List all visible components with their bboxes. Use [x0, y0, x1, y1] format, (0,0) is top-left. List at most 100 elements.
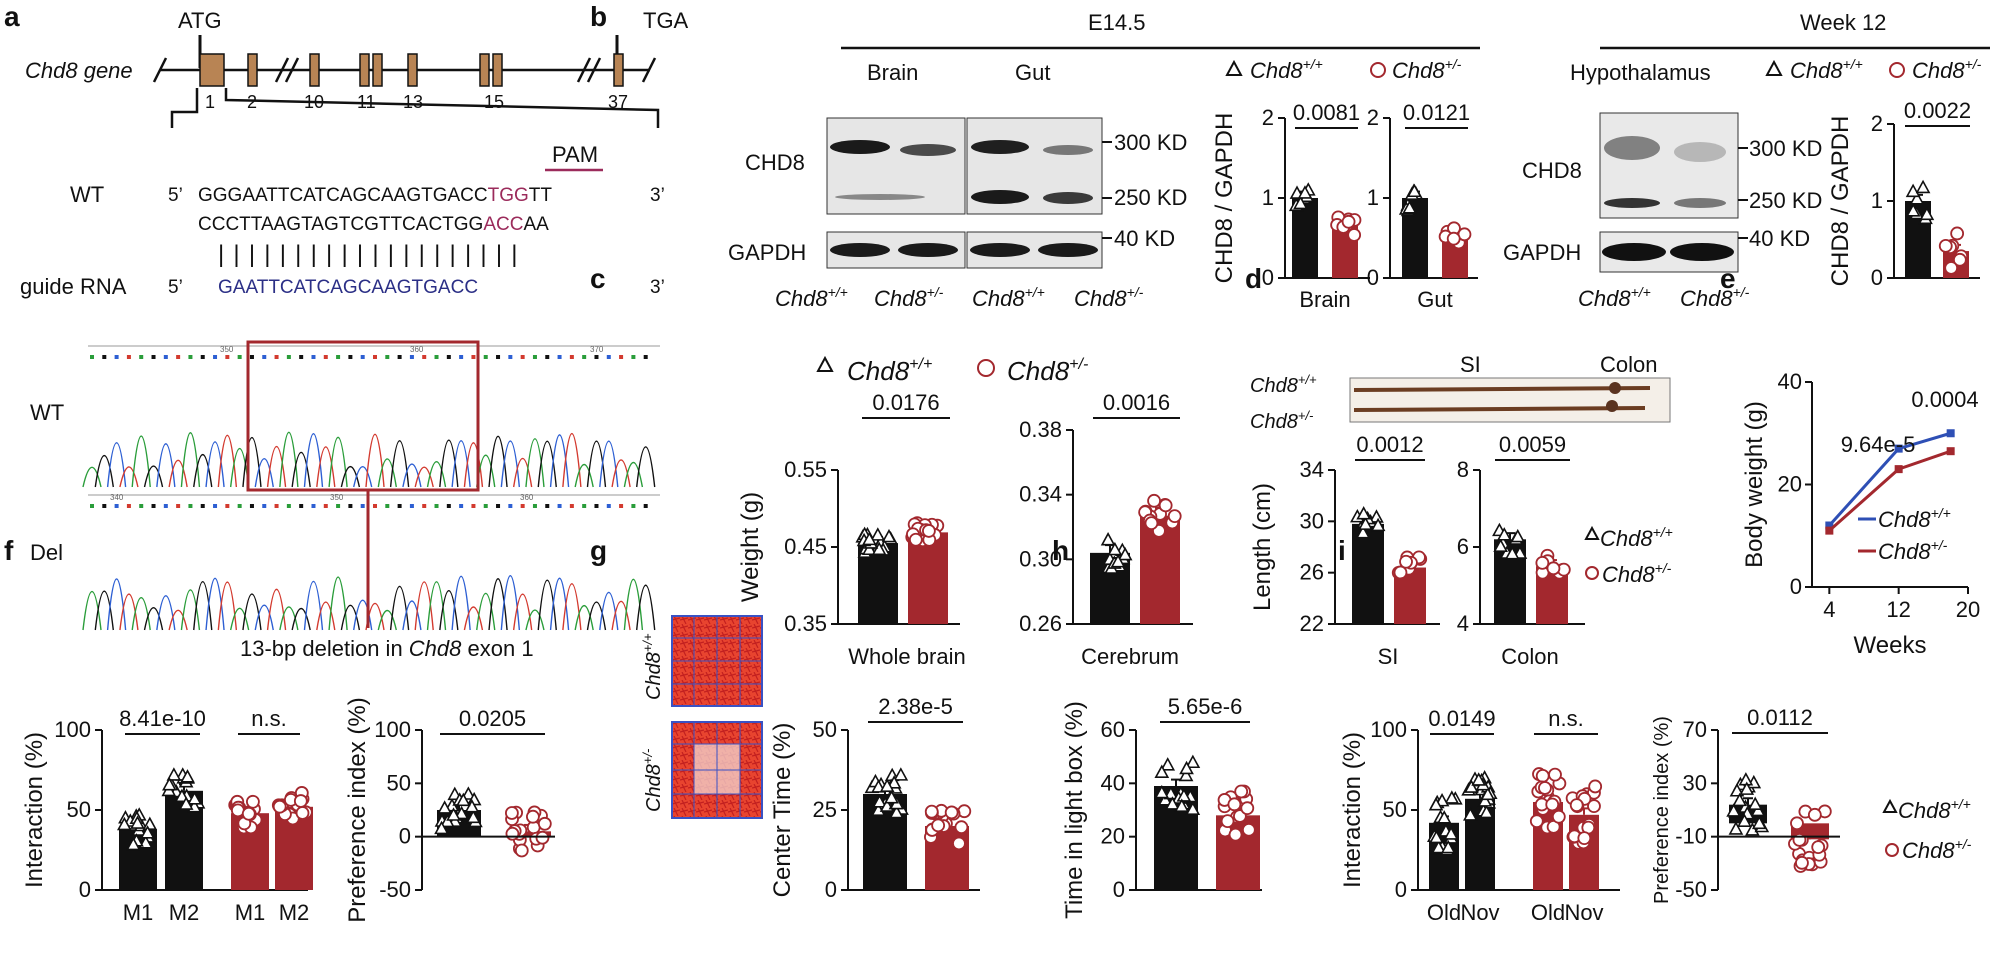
trace-peak: [636, 446, 656, 488]
exon-13: [407, 53, 418, 87]
gene-break: [284, 57, 300, 83]
y-tick-label: 30: [1683, 770, 1707, 795]
category-label: Gut: [1417, 287, 1452, 312]
base-call: [373, 504, 377, 508]
legend-circle: [1885, 843, 1899, 857]
base-call: [163, 355, 168, 359]
trace-peak: [353, 465, 373, 488]
legend-circle: [977, 359, 995, 377]
y-axis-label: Interaction (%): [1339, 732, 1366, 888]
chart-c_brain: 0.55 0.45 0.35 Weight (g) Whole brain 0.0176: [737, 390, 966, 669]
base-call: [126, 355, 131, 359]
trace-peak: [156, 595, 176, 631]
base-call: [422, 504, 427, 508]
trace-peak: [291, 608, 311, 631]
p-value: 0.0016: [1103, 390, 1170, 415]
base-call: [262, 355, 267, 359]
base-call: [496, 355, 501, 359]
category-label: Colon: [1501, 644, 1558, 669]
trace-peak: [193, 580, 213, 631]
y-tick-label: 0: [79, 877, 91, 902]
chrom-pos: 340: [110, 493, 124, 502]
data-point: [1477, 793, 1493, 807]
base-call: [323, 355, 328, 359]
chart-c_cerebrum: 0.38 0.34 0.30 0.26 Cerebrum 0.0016: [1019, 390, 1193, 669]
base-call: [496, 504, 501, 508]
y-axis-label: Time in light box (%): [1061, 701, 1088, 919]
y-axis-label: Length (cm): [1249, 483, 1276, 611]
blot-brain-label: Brain: [867, 60, 918, 85]
legend-wt: Chd8+/+: [1878, 505, 1951, 532]
trace-peak: [82, 466, 102, 488]
trace-peak: [266, 446, 287, 488]
blot-hypothalamus-label: Hypothalamus: [1570, 60, 1711, 85]
data-point: [1144, 516, 1159, 531]
trace-peak: [229, 607, 250, 631]
trace-peak: [599, 440, 619, 488]
legend-i: Chd8+/+ Chd8+/-: [1882, 796, 1972, 863]
chart-b_brain: 0 1 2 CHD8 / GAPDH Brain 0.0081: [1211, 100, 1370, 312]
base-call: [200, 504, 205, 508]
trace-peak: [279, 606, 299, 631]
trace-peak: [389, 585, 410, 631]
data-point: [1436, 810, 1452, 824]
gene-break: [274, 57, 290, 83]
data-point: [125, 836, 141, 851]
y-tick-label: 2: [1262, 105, 1274, 130]
data-point: [1807, 807, 1822, 822]
base-call: [200, 355, 205, 359]
data-point: [241, 806, 256, 821]
data-point: [272, 799, 287, 814]
data-point: [1551, 809, 1566, 824]
p-value: 0.0112: [1747, 705, 1813, 730]
y-tick-label: 100: [374, 717, 411, 742]
gene-break: [586, 57, 602, 83]
trace-peak: [94, 454, 114, 488]
data-point: [1946, 429, 1955, 438]
trace-peak: [414, 466, 434, 488]
category-label: Old: [1531, 900, 1565, 925]
data-point: [1728, 821, 1744, 835]
data-point: [886, 775, 902, 789]
y-tick-label: 22: [1300, 611, 1324, 636]
legend-het: Chd8+/-: [1902, 836, 1972, 863]
trace-peak: [291, 451, 311, 488]
data-point: [1480, 786, 1496, 801]
guide-seq: GAATTCATCAGCAAGTGACC: [218, 277, 478, 298]
data-point: [1938, 238, 1953, 253]
data-point: [889, 804, 904, 819]
legend-c: Chd8+/+ Chd8+/-: [816, 355, 1088, 386]
data-point: [1107, 541, 1123, 556]
lane-label: Chd8+/+: [1578, 284, 1651, 311]
p-value: 0.0059: [1499, 432, 1566, 457]
base-call: [90, 355, 94, 359]
blot-band: [835, 194, 925, 200]
data-point: [1588, 779, 1603, 794]
base-call: [348, 504, 353, 508]
trace-peak: [168, 609, 188, 631]
data-point: [1747, 796, 1763, 811]
chart-e_weight: 40 20 04 12 20 Body weight (g) Weeks 9.64e-5 0.0…: [1741, 369, 1980, 659]
intestine-wt: [1353, 386, 1651, 392]
base-call: [373, 355, 377, 359]
y-tick-label: -10: [1675, 824, 1707, 849]
base-call: [508, 355, 513, 359]
blot-band: [1602, 243, 1666, 261]
chrom-pos: 360: [520, 493, 534, 502]
data-point: [526, 809, 540, 824]
data-point: [117, 816, 132, 831]
data-point: [1402, 200, 1417, 214]
base-call: [422, 355, 427, 359]
data-point: [1909, 191, 1925, 205]
y-tick-label: 0: [1367, 265, 1379, 290]
data-point: [1946, 447, 1955, 456]
data-point: [180, 769, 195, 783]
trace-peak: [328, 576, 348, 631]
trace-peak: [106, 578, 127, 631]
trace-peak: [217, 434, 238, 488]
data-point: [1538, 781, 1552, 795]
data-point: [1510, 528, 1526, 543]
chart-g_center: 50 25 0 Center Time (%) 2.38e-5: [769, 694, 980, 902]
data-point: [1176, 788, 1192, 802]
